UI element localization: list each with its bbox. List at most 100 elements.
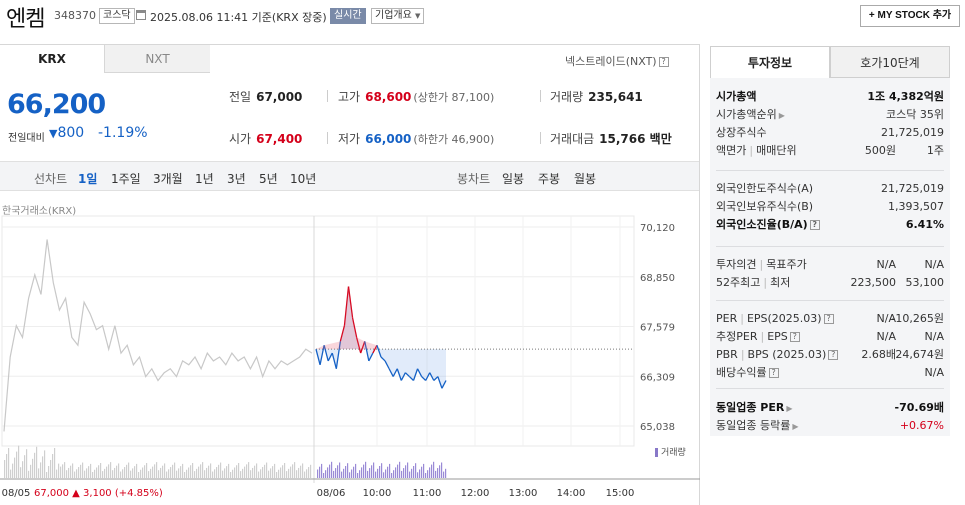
series-segment-0806 bbox=[335, 341, 342, 369]
volume-bar bbox=[244, 466, 246, 478]
volume-bar bbox=[142, 467, 144, 478]
range-1y[interactable]: 1년 bbox=[195, 172, 214, 186]
nxt-info-link[interactable]: 넥스트레이드(NXT)? bbox=[565, 53, 669, 69]
candle-monthly[interactable]: 월봉 bbox=[574, 172, 597, 186]
help-icon[interactable]: ? bbox=[823, 314, 834, 324]
info-row: 52주최고 | 최저 223,500 53,100 bbox=[716, 274, 944, 292]
help-icon[interactable]: ? bbox=[658, 57, 669, 67]
volume-bar bbox=[196, 468, 198, 478]
realtime-badge: 실시간 bbox=[330, 8, 366, 24]
volume-bar bbox=[56, 469, 58, 478]
volume-bar bbox=[94, 469, 96, 478]
info-label: 상장주식수 bbox=[716, 124, 767, 142]
x-tick-label: 15:00 bbox=[606, 488, 635, 499]
info-label-text: BPS (2025.03) bbox=[747, 348, 827, 361]
section-divider bbox=[716, 388, 944, 389]
volume-bar bbox=[361, 467, 363, 478]
volume-bar bbox=[270, 468, 272, 478]
help-icon[interactable]: ? bbox=[768, 368, 779, 378]
volume-bar bbox=[68, 467, 70, 478]
range-3m[interactable]: 3개월 bbox=[153, 172, 183, 186]
range-5y[interactable]: 5년 bbox=[259, 172, 278, 186]
volume-bar bbox=[284, 463, 286, 478]
volume-bar bbox=[174, 462, 176, 478]
chevron-right-icon: ▶ bbox=[792, 422, 799, 431]
volume-bar bbox=[345, 466, 347, 478]
series-segment-0806 bbox=[437, 376, 443, 389]
volume-bar bbox=[64, 462, 66, 478]
volume-bar bbox=[294, 462, 296, 478]
info-value: 2.68배 bbox=[861, 348, 896, 361]
my-stock-add-button[interactable]: + MY STOCK 추가 bbox=[860, 5, 960, 27]
company-overview-button[interactable]: 기업개요 ▼ bbox=[371, 8, 425, 24]
volume-bar bbox=[178, 468, 180, 478]
volume-bar bbox=[36, 446, 38, 478]
series-segment-0806 bbox=[368, 352, 374, 362]
volume-bar bbox=[337, 465, 339, 478]
info-row: 추정PER | EPS? N/A N/A bbox=[716, 328, 944, 346]
volume-bar bbox=[26, 449, 28, 478]
below-prev-close-area bbox=[316, 286, 446, 389]
price-chart[interactable]: 70,120 68,850 67,579 66,309 65,038 08/05 08/06… bbox=[0, 178, 700, 505]
down-triangle-icon: ▼ bbox=[49, 127, 58, 140]
volume-bar bbox=[132, 468, 134, 478]
volume-bar bbox=[4, 460, 6, 478]
volume-bar bbox=[28, 470, 30, 478]
help-icon[interactable]: ? bbox=[789, 332, 800, 342]
volume-bar bbox=[389, 463, 391, 478]
tab-krx[interactable]: KRX bbox=[0, 45, 105, 73]
volume-bar bbox=[220, 462, 222, 478]
stat-lower-limit: (하한가 46,900) bbox=[413, 133, 495, 146]
range-10y[interactable]: 10년 bbox=[290, 172, 317, 186]
series-segment-0806 bbox=[396, 368, 402, 381]
help-icon[interactable]: ? bbox=[828, 350, 839, 360]
info-row: 액면가 | 매매단위 500원 1주 bbox=[716, 142, 944, 160]
volume-bar bbox=[128, 462, 130, 478]
x-tick-label: 08/05 bbox=[2, 488, 31, 499]
volume-bar bbox=[274, 463, 276, 478]
volume-bar bbox=[136, 463, 138, 478]
volume-bar bbox=[238, 463, 240, 478]
stat-label: 거래대금 bbox=[550, 132, 595, 146]
volume-bar bbox=[204, 470, 206, 478]
help-icon[interactable]: ? bbox=[809, 220, 820, 230]
volume-bar bbox=[248, 462, 250, 478]
series-segment-0806 bbox=[408, 376, 414, 381]
volume-bar bbox=[365, 461, 367, 478]
range-3y[interactable]: 3년 bbox=[227, 172, 246, 186]
tab-quote-10[interactable]: 호가10단계 bbox=[830, 46, 950, 78]
volume-bar bbox=[66, 470, 68, 478]
info-label: PER | EPS(2025.03)? bbox=[716, 310, 834, 328]
volume-bar bbox=[381, 463, 383, 478]
stat-value: 67,000 bbox=[256, 90, 303, 104]
stat-value: 66,000 bbox=[365, 132, 412, 146]
info-label: 외국인한도주식수(A) bbox=[716, 180, 813, 198]
volume-bar bbox=[126, 464, 128, 478]
series-segment-0806 bbox=[319, 345, 325, 365]
volume-bar bbox=[290, 466, 292, 478]
volume-bar bbox=[375, 471, 377, 478]
volume-legend-icon bbox=[655, 448, 658, 457]
volume-bar bbox=[82, 462, 84, 478]
info-row[interactable]: 시가총액순위 ▶ 코스닥 35위 bbox=[716, 106, 944, 124]
stat-high: 고가 68,600 (상한가 87,100) bbox=[338, 88, 494, 105]
volume-bar bbox=[50, 460, 52, 478]
info-value: -70.69배 bbox=[894, 401, 944, 414]
volume-bar bbox=[192, 463, 194, 478]
range-1w[interactable]: 1주일 bbox=[111, 172, 141, 186]
info-label-text: PER bbox=[716, 312, 738, 325]
volume-bar bbox=[264, 464, 266, 478]
volume-bar bbox=[310, 464, 312, 478]
change-label: 전일대비 bbox=[8, 133, 45, 144]
tab-nxt[interactable]: NXT bbox=[105, 45, 210, 73]
info-label-text: 매매단위 bbox=[756, 144, 797, 157]
series-segment-0806 bbox=[343, 286, 350, 326]
chevron-right-icon: ▶ bbox=[778, 111, 785, 120]
candle-daily[interactable]: 일봉 bbox=[502, 172, 525, 186]
candle-weekly[interactable]: 주봉 bbox=[538, 172, 561, 186]
range-1d[interactable]: 1일 bbox=[78, 172, 98, 186]
tab-invest-info[interactable]: 투자정보 bbox=[710, 46, 830, 78]
info-row[interactable]: 동일업종 등락률 ▶ +0.67% bbox=[716, 417, 944, 435]
volume-bar bbox=[198, 466, 200, 478]
info-row[interactable]: 동일업종 PER ▶ -70.69배 bbox=[716, 399, 944, 417]
